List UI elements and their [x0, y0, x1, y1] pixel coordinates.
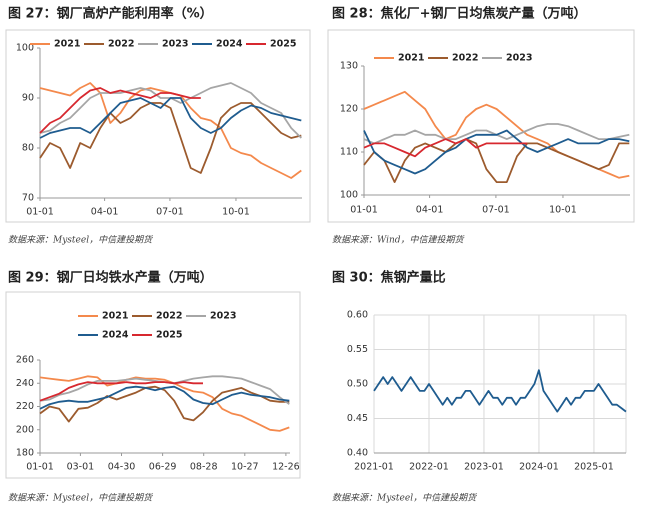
y-tick-label: 120 — [340, 104, 358, 115]
y-tick-label: 0.60 — [347, 310, 368, 321]
legend-label: 2022 — [452, 53, 478, 64]
x-tick-label: 07-01 — [482, 205, 510, 216]
chart-frame — [5, 29, 311, 223]
y-tick-label: 130 — [340, 61, 358, 72]
y-tick-label: 70 — [22, 193, 34, 204]
y-tick-label: 80 — [22, 143, 34, 154]
series-line — [363, 129, 630, 175]
y-tick-label: 0.45 — [347, 413, 368, 424]
legend-label: 2021 — [398, 53, 424, 64]
legend-label: 2023 — [210, 311, 236, 322]
chart-title: 图 29：钢厂日均铁水产量（万吨） — [8, 270, 213, 286]
x-tick-label: 10-01 — [549, 205, 577, 216]
x-tick-label: 01-01 — [26, 462, 54, 473]
x-tick-label: 2021-01 — [354, 462, 394, 473]
legend-label: 2023 — [162, 39, 188, 50]
x-tick-label: 12-26 — [272, 462, 300, 473]
x-tick-label: 2024-01 — [519, 462, 559, 473]
x-tick-label: 04-30 — [108, 462, 136, 473]
y-tick-label: 110 — [340, 147, 358, 158]
chart-source: 数据来源：Mysteel，中信建投期货 — [8, 235, 154, 246]
x-tick-label: 2023-01 — [464, 462, 504, 473]
chart-source: 数据来源：Mysteel，中信建投期货 — [8, 493, 154, 504]
legend-label: 2024 — [102, 330, 129, 341]
x-tick-label: 10-27 — [231, 462, 259, 473]
series-line — [39, 102, 302, 174]
y-tick-label: 220 — [16, 401, 34, 412]
series-line — [39, 97, 302, 139]
chart-source: 数据来源：Wind，中信建投期货 — [332, 235, 466, 246]
x-tick-label: 01-01 — [26, 207, 54, 218]
legend-label: 2025 — [156, 330, 182, 341]
y-tick-label: 260 — [16, 355, 34, 366]
x-tick-label: 06-29 — [149, 462, 177, 473]
x-tick-label: 01-01 — [350, 205, 378, 216]
y-tick-label: 0.40 — [347, 448, 368, 459]
legend-label: 2024 — [216, 39, 243, 50]
legend-label: 2023 — [506, 53, 532, 64]
series-line — [363, 123, 630, 145]
chart-frame — [5, 291, 301, 479]
chart-title: 图 30：焦钢产量比 — [332, 270, 446, 286]
y-tick-label: 100 — [16, 43, 34, 54]
chart-frame — [327, 29, 635, 223]
x-tick-label: 07-01 — [156, 207, 184, 218]
chart-title: 图 27：钢厂高炉产能利用率（%） — [8, 6, 213, 22]
y-tick-label: 200 — [16, 424, 34, 435]
y-tick-label: 90 — [22, 93, 34, 104]
chart-panel: 图 28：焦化厂+钢厂日均焦炭产量（万吨） 数据来源：Wind，中信建投期货 100… — [327, 6, 635, 246]
chart-source: 数据来源：Mysteel，中信建投期货 — [332, 493, 478, 504]
x-tick-label: 04-01 — [416, 205, 444, 216]
series-line — [39, 381, 203, 402]
legend-label: 2021 — [54, 39, 80, 50]
legend-label: 2021 — [102, 311, 128, 322]
series-line — [363, 138, 528, 158]
y-tick-label: 180 — [16, 448, 34, 459]
legend-label: 2025 — [270, 39, 296, 50]
series-line — [39, 385, 290, 423]
x-tick-label: 03-01 — [67, 462, 95, 473]
y-tick-label: 0.55 — [347, 344, 368, 355]
series-line — [39, 87, 201, 134]
legend-label: 2022 — [108, 39, 134, 50]
y-tick-label: 100 — [340, 190, 358, 201]
series-line — [363, 138, 630, 183]
series-line — [39, 385, 290, 410]
chart-title: 图 28：焦化厂+钢厂日均焦炭产量（万吨） — [332, 6, 587, 22]
x-tick-label: 04-01 — [91, 207, 119, 218]
x-tick-label: 2025-01 — [574, 462, 614, 473]
chart-panel: 图 27：钢厂高炉产能利用率（%） 数据来源：Mysteel，中信建投期货 70 80… — [5, 6, 311, 246]
y-tick-label: 0.50 — [347, 379, 368, 390]
x-tick-label: 08-28 — [190, 462, 218, 473]
chart-panel: 图 29：钢厂日均铁水产量（万吨） 数据来源：Mysteel，中信建投期货 180 2… — [5, 270, 301, 504]
y-tick-label: 240 — [16, 378, 34, 389]
legend-label: 2022 — [156, 311, 182, 322]
series-line — [39, 375, 290, 432]
x-tick-label: 2022-01 — [409, 462, 449, 473]
x-tick-label: 10-01 — [222, 207, 250, 218]
series-line — [373, 369, 627, 413]
